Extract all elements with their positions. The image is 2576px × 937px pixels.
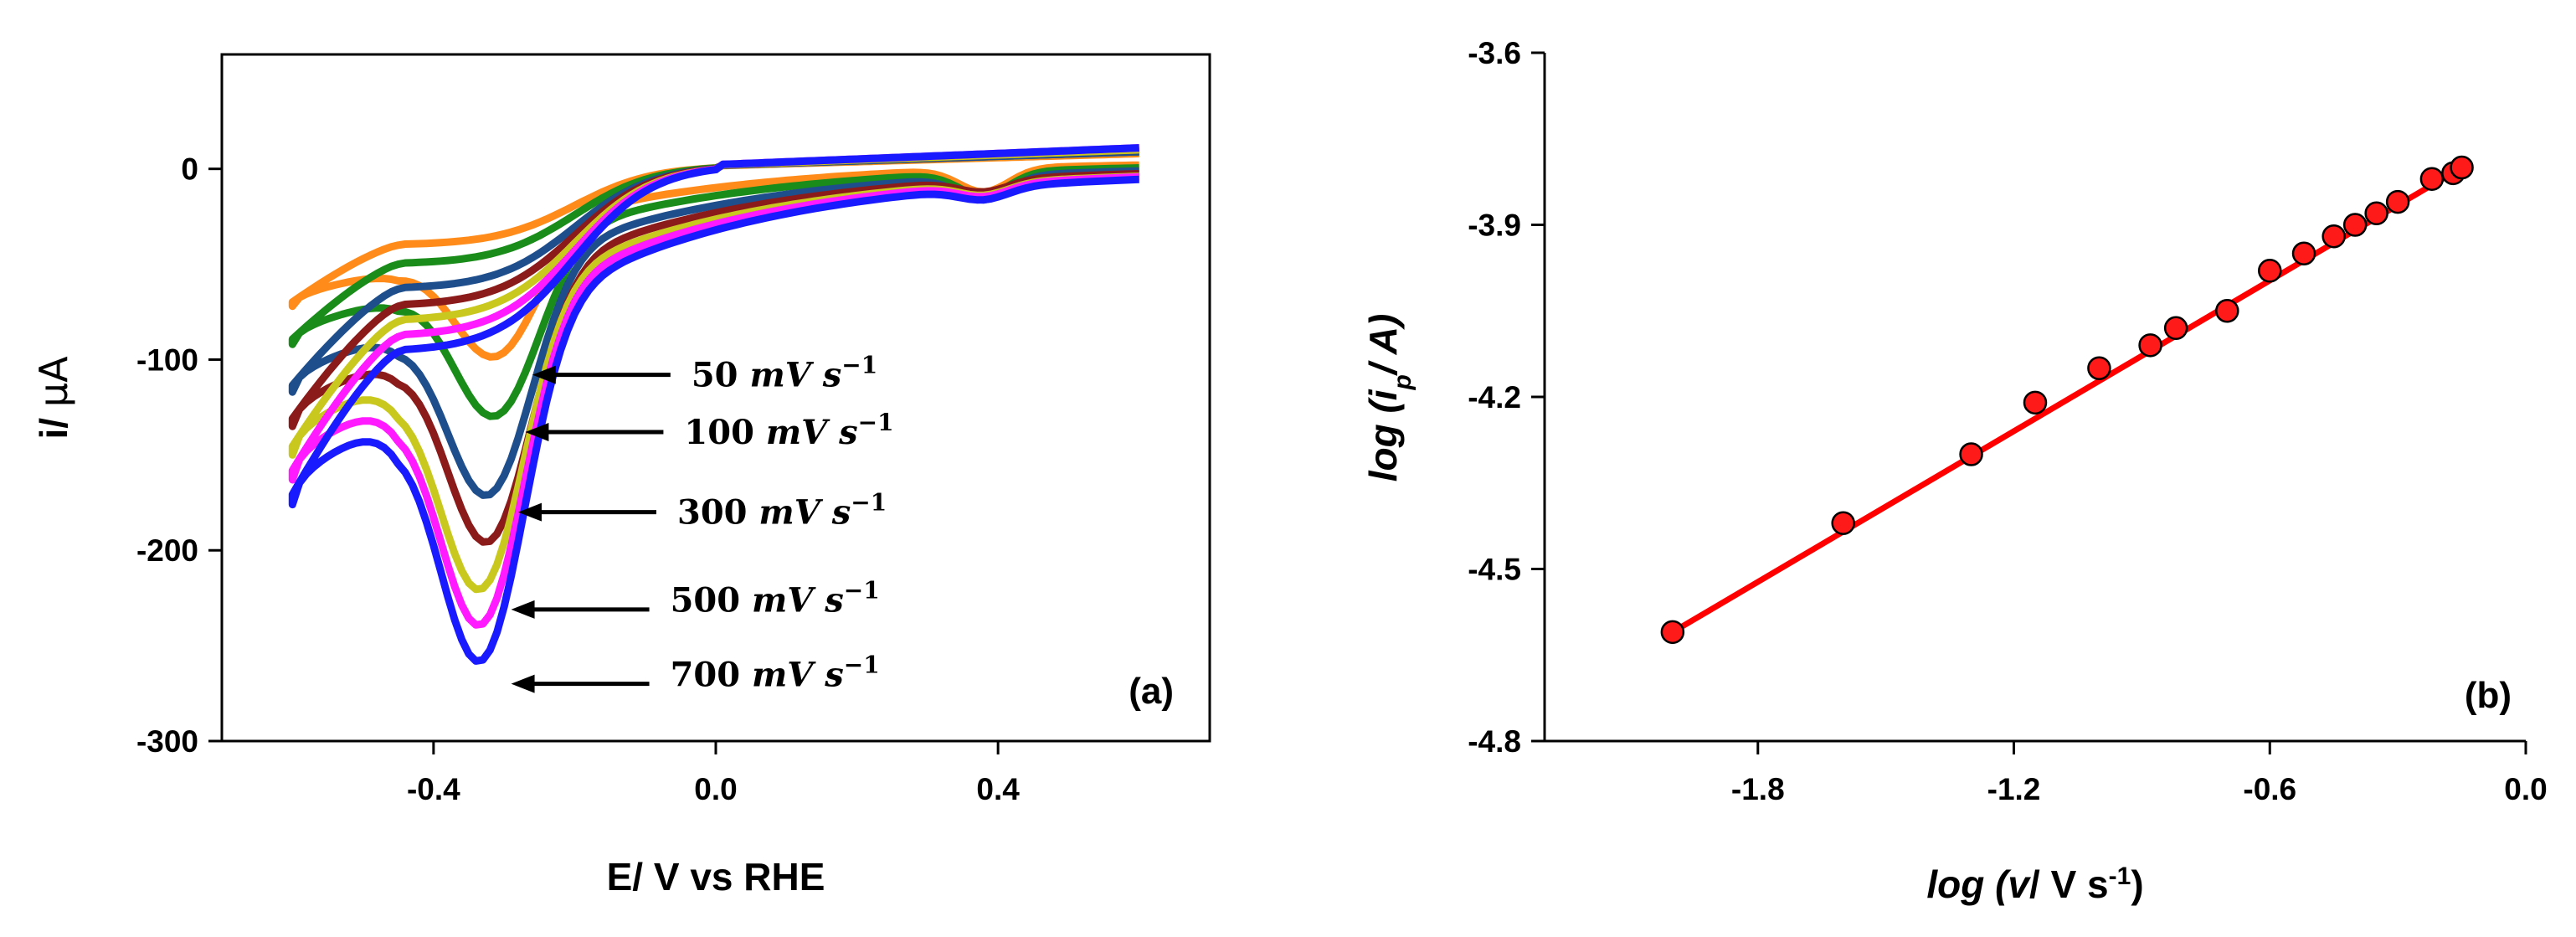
scan-rate-label: 100 mV s−1 (684, 409, 893, 453)
annotation-arrow-head (511, 674, 535, 693)
data-point (2138, 333, 2162, 358)
annotation-arrow-head (532, 365, 556, 384)
panel-b-label: (b) (2465, 675, 2512, 716)
panel-a-cv-chart: -0.4 0.0 0.4 0 -100 -200 -300 50 mV s−1 100 mV… (31, 53, 1211, 898)
panel-a-y-tick-label: -300 (136, 724, 198, 759)
data-point (2291, 241, 2316, 265)
data-point (1959, 442, 1983, 466)
data-point (2023, 390, 2048, 415)
panel-a-y-axis-label: i/ μA (31, 356, 76, 440)
annotation-arrow-head (511, 600, 535, 619)
data-point (1831, 511, 1855, 535)
panel-a-x-axis-label: E/ V vs RHE (607, 855, 825, 898)
panel-a-x-tick-label: 0.0 (694, 772, 737, 806)
annotation-arrow-head (518, 502, 542, 522)
scan-rate-label: 500 mV s−1 (671, 576, 880, 620)
panel-b-y-tick-label: -3.9 (1468, 209, 1521, 243)
panel-a-annotations: 50 mV s−1 100 mV s−1 300 mV s−1 500 mV s−1 7… (511, 351, 894, 695)
panel-a-x-tick-label: 0.4 (976, 772, 1020, 806)
panel-a-label: (a) (1129, 671, 1174, 712)
data-point (2258, 259, 2282, 283)
data-point (2087, 356, 2111, 380)
panel-a-x-ticks: -0.4 0.0 0.4 (407, 741, 1020, 806)
panel-b-y-ticks: -3.6 -3.9 -4.2 -4.5 -4.8 (1468, 36, 1545, 759)
scan-rate-label: 50 mV s−1 (692, 351, 877, 395)
panel-b-x-tick-label: 0.0 (2504, 772, 2547, 806)
data-point (2342, 213, 2368, 237)
panel-b-y-axis-label: log (ip/ A) (1361, 314, 1417, 482)
data-point (2419, 167, 2445, 191)
panel-a-y-tick-label: 0 (181, 152, 198, 187)
panel-a-y-ticks: 0 -100 -200 -300 (136, 152, 222, 759)
panel-a-y-tick-label: -100 (136, 342, 198, 377)
data-point (2163, 316, 2188, 341)
data-point (2450, 155, 2474, 180)
panel-b-x-tick-label: -1.8 (1731, 772, 1785, 806)
panel-b-x-tick-label: -1.2 (1987, 772, 2041, 806)
data-point (2215, 299, 2239, 323)
data-point (2385, 189, 2410, 214)
data-point (1660, 620, 1685, 645)
panel-b-x-ticks: -1.8 -1.2 -0.6 0.0 (1731, 741, 2548, 806)
scan-rate-label: 300 mV s−1 (677, 488, 887, 533)
panel-b-x-axis-label: log (v/ V s-1) (1926, 862, 2143, 907)
cv-curve (288, 144, 1139, 665)
panel-a-x-tick-label: -0.4 (407, 772, 460, 806)
panel-a-y-tick-label: -200 (136, 533, 198, 568)
panel-b-y-tick-label: -4.2 (1468, 380, 1521, 414)
panel-b-x-tick-label: -0.6 (2243, 772, 2296, 806)
panel-b-data (1660, 155, 2474, 645)
panel-b-log-chart: -1.8 -1.2 -0.6 0.0 -3.6 -3.9 -4.2 -4.5 -4.8 log… (1361, 36, 2548, 906)
panel-a-curves (288, 144, 1139, 665)
panel-b-y-tick-label: -3.6 (1468, 36, 1521, 70)
annotation-arrow-head (525, 423, 549, 441)
panel-b-y-tick-label: -4.5 (1468, 553, 1521, 587)
scan-rate-label: 700 mV s−1 (671, 651, 880, 695)
panel-b-y-tick-label: -4.8 (1468, 724, 1521, 759)
data-point (2364, 201, 2388, 226)
data-point (2321, 224, 2346, 249)
